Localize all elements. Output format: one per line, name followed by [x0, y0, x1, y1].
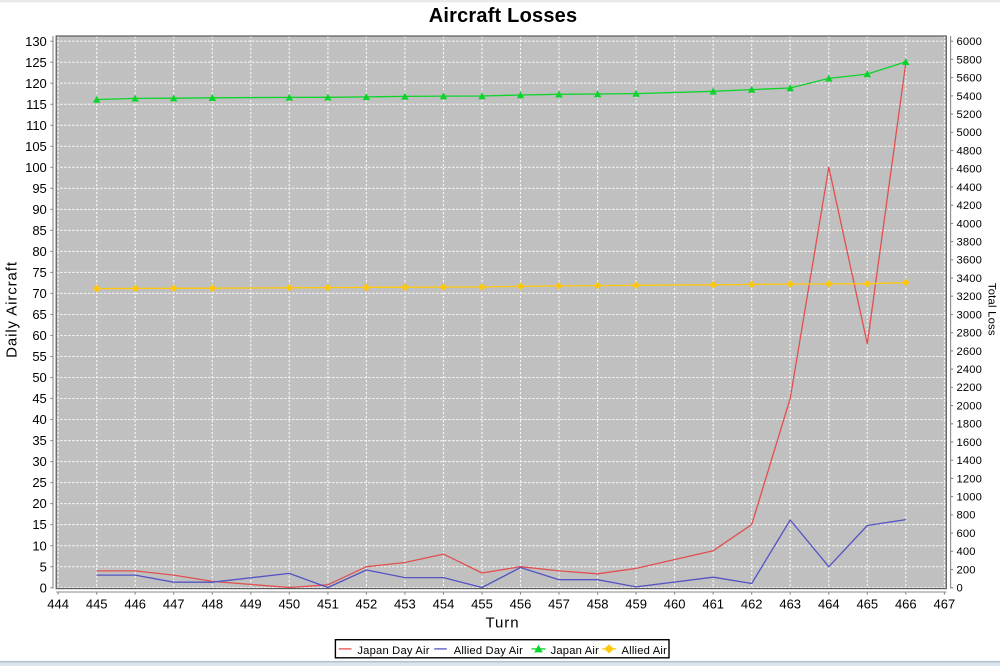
svg-text:5600: 5600 [957, 73, 983, 85]
svg-text:445: 445 [86, 596, 108, 611]
svg-text:5800: 5800 [957, 54, 983, 66]
svg-text:100: 100 [25, 160, 47, 175]
svg-text:3400: 3400 [957, 273, 983, 285]
svg-text:446: 446 [124, 596, 146, 611]
svg-text:1600: 1600 [957, 437, 983, 449]
svg-text:3200: 3200 [957, 291, 983, 303]
svg-text:2800: 2800 [957, 328, 983, 340]
svg-text:1400: 1400 [957, 455, 983, 467]
svg-text:4600: 4600 [957, 164, 983, 176]
svg-text:85: 85 [32, 223, 46, 238]
svg-text:0: 0 [957, 583, 963, 595]
svg-text:4200: 4200 [957, 200, 983, 212]
svg-text:5200: 5200 [957, 109, 983, 121]
svg-text:4800: 4800 [957, 145, 983, 157]
svg-text:15: 15 [32, 517, 46, 532]
svg-text:1200: 1200 [957, 473, 983, 485]
svg-text:70: 70 [32, 286, 46, 301]
svg-text:95: 95 [32, 181, 46, 196]
svg-text:458: 458 [587, 596, 609, 611]
svg-text:5400: 5400 [957, 91, 983, 103]
svg-text:444: 444 [47, 596, 69, 611]
svg-text:200: 200 [957, 564, 976, 576]
svg-text:60: 60 [32, 328, 46, 343]
svg-text:400: 400 [957, 546, 976, 558]
svg-text:Total Loss: Total Loss [986, 283, 998, 336]
svg-text:75: 75 [32, 265, 46, 280]
svg-text:3000: 3000 [957, 309, 983, 321]
svg-text:110: 110 [26, 118, 47, 133]
svg-text:451: 451 [317, 596, 339, 611]
svg-text:460: 460 [664, 596, 686, 611]
svg-text:2400: 2400 [957, 364, 983, 376]
svg-text:1000: 1000 [957, 492, 983, 504]
svg-text:452: 452 [356, 596, 378, 611]
svg-text:Daily Aircraft: Daily Aircraft [4, 261, 21, 358]
svg-text:Aircraft Losses: Aircraft Losses [429, 5, 578, 27]
svg-text:2600: 2600 [957, 346, 983, 358]
svg-text:5000: 5000 [957, 127, 983, 139]
svg-text:80: 80 [32, 244, 46, 259]
svg-text:456: 456 [510, 596, 532, 611]
svg-text:120: 120 [25, 76, 47, 91]
svg-text:115: 115 [26, 97, 47, 112]
svg-text:Allied Air: Allied Air [622, 645, 668, 657]
svg-text:3600: 3600 [957, 255, 983, 267]
svg-text:455: 455 [471, 596, 493, 611]
svg-text:10: 10 [32, 538, 46, 553]
svg-text:35: 35 [32, 433, 46, 448]
svg-text:6000: 6000 [957, 36, 983, 48]
svg-text:50: 50 [32, 370, 46, 385]
svg-text:65: 65 [32, 307, 46, 322]
svg-text:45: 45 [32, 391, 46, 406]
svg-text:Turn: Turn [486, 615, 520, 632]
svg-text:448: 448 [201, 596, 223, 611]
svg-text:2000: 2000 [957, 400, 983, 412]
svg-text:459: 459 [625, 596, 647, 611]
svg-text:105: 105 [25, 139, 47, 154]
svg-text:447: 447 [163, 596, 185, 611]
svg-text:Japan Air: Japan Air [551, 645, 600, 657]
svg-text:4400: 4400 [957, 182, 983, 194]
svg-text:55: 55 [32, 349, 46, 364]
svg-text:454: 454 [433, 596, 455, 611]
svg-text:800: 800 [957, 510, 976, 522]
svg-text:461: 461 [702, 596, 724, 611]
svg-text:600: 600 [957, 528, 976, 540]
svg-text:Allied Day Air: Allied Day Air [454, 645, 523, 657]
svg-text:Japan Day Air: Japan Day Air [357, 645, 429, 657]
svg-text:90: 90 [32, 202, 46, 217]
svg-text:457: 457 [548, 596, 570, 611]
svg-text:465: 465 [856, 596, 878, 611]
svg-text:3800: 3800 [957, 237, 983, 249]
svg-text:30: 30 [32, 454, 46, 469]
svg-text:464: 464 [818, 596, 840, 611]
svg-text:453: 453 [394, 596, 416, 611]
svg-text:25: 25 [32, 475, 46, 490]
svg-text:125: 125 [25, 55, 47, 70]
svg-text:40: 40 [32, 412, 46, 427]
svg-text:462: 462 [741, 596, 763, 611]
svg-text:463: 463 [779, 596, 801, 611]
svg-text:5: 5 [40, 559, 47, 574]
svg-text:449: 449 [240, 596, 262, 611]
svg-text:20: 20 [32, 496, 46, 511]
svg-text:0: 0 [40, 580, 47, 595]
svg-text:4000: 4000 [957, 218, 983, 230]
svg-text:466: 466 [895, 596, 917, 611]
svg-text:130: 130 [25, 34, 47, 49]
svg-text:2200: 2200 [957, 382, 983, 394]
svg-text:450: 450 [278, 596, 300, 611]
svg-text:1800: 1800 [957, 419, 983, 431]
svg-text:467: 467 [934, 596, 956, 611]
